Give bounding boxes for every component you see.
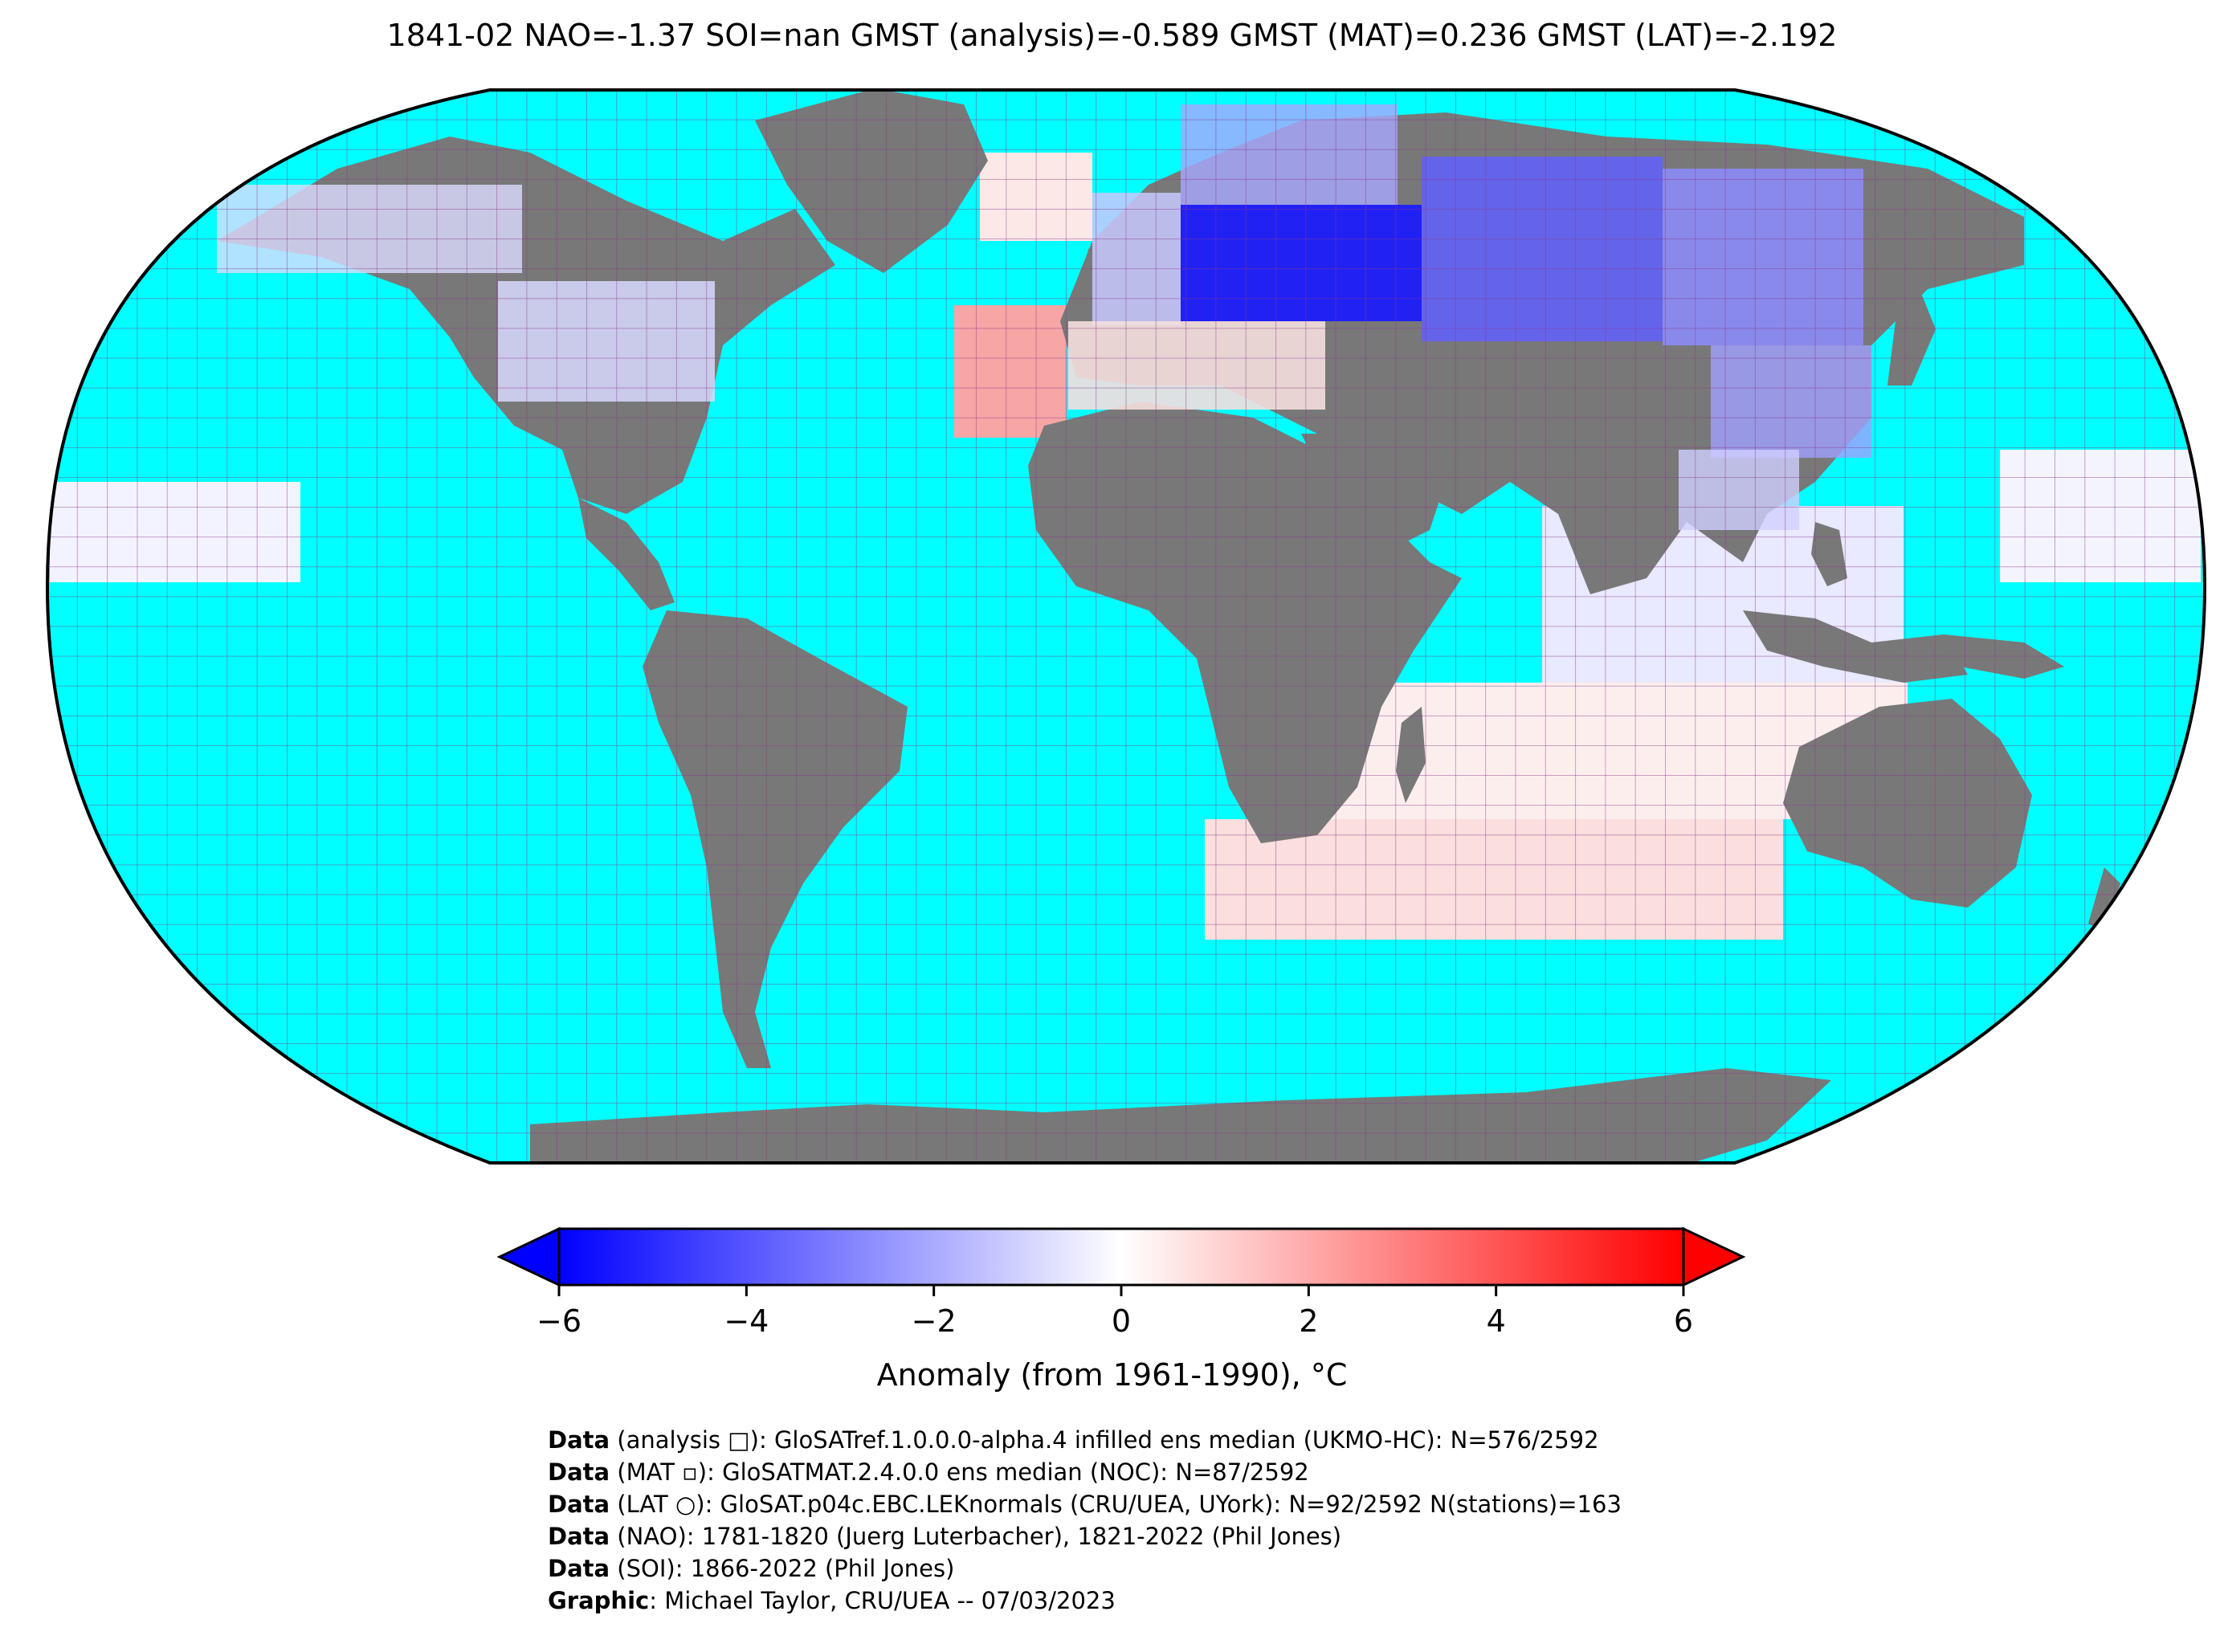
arabia xyxy=(1301,434,1446,554)
madagascar xyxy=(1396,707,1426,803)
credit-text: (LAT ○): GloSAT.p04c.EBC.LEKnormals (CRU… xyxy=(610,1491,1622,1518)
credit-line: Data (SOI): 1866-2022 (Phil Jones) xyxy=(548,1552,1622,1585)
colorbar-label: Anomaly (from 1961-1990), °C xyxy=(876,1357,1348,1393)
credit-text: (NAO): 1781-1820 (Juerg Luterbacher), 18… xyxy=(610,1523,1342,1550)
australia xyxy=(1783,699,2032,908)
colorbar-high-extension xyxy=(1682,1226,1746,1287)
anomaly-cell xyxy=(1068,321,1325,410)
graticule xyxy=(47,90,2205,1163)
colorbar-tick-label: −6 xyxy=(537,1303,582,1339)
new-guinea xyxy=(1944,634,2064,679)
antarctica xyxy=(530,1068,1831,1163)
anomaly-cell xyxy=(1181,104,1398,205)
anomaly-cell xyxy=(50,482,300,582)
anomaly-cell xyxy=(217,185,522,273)
credit-text: (analysis □): GloSATref.1.0.0.0-alpha.4 … xyxy=(610,1426,1599,1454)
anomaly-cell xyxy=(1181,205,1422,321)
anomaly-cell xyxy=(980,153,1092,241)
credit-label: Data xyxy=(548,1523,610,1550)
anomaly-cell xyxy=(1679,450,1799,530)
land-anomaly-cells xyxy=(217,104,1871,530)
anomaly-cell xyxy=(954,305,1067,438)
central-america xyxy=(578,498,675,610)
credit-label: Data xyxy=(548,1458,610,1486)
credit-label: Data xyxy=(548,1426,610,1454)
credit-line: Data (NAO): 1781-1820 (Juerg Luterbacher… xyxy=(548,1520,1622,1552)
credits: Data (analysis □): GloSATref.1.0.0.0-alp… xyxy=(548,1424,1622,1617)
new-zealand xyxy=(2088,867,2120,932)
philippines xyxy=(1811,522,1847,586)
credit-text: (SOI): 1866-2022 (Phil Jones) xyxy=(610,1555,955,1582)
colorbar-tick-label: 4 xyxy=(1487,1303,1506,1339)
credit-text: : Michael Taylor, CRU/UEA -- 07/03/2023 xyxy=(649,1587,1116,1614)
anomaly-cell xyxy=(1092,193,1181,325)
credit-text: (MAT ▫): GloSATMAT.2.4.0.0 ens median (N… xyxy=(610,1458,1309,1486)
colorbar-gradient xyxy=(559,1229,1683,1285)
anomaly-cell xyxy=(1422,157,1663,341)
anomaly-cell xyxy=(1711,345,1871,458)
credit-line: Data (MAT ▫): GloSATMAT.2.4.0.0 ens medi… xyxy=(548,1456,1622,1488)
colorbar-tick-label: 6 xyxy=(1674,1303,1693,1339)
anomaly-cell xyxy=(1205,819,1783,940)
colorbar-tick-label: 2 xyxy=(1299,1303,1318,1339)
colorbar-tick-label: −4 xyxy=(724,1303,769,1339)
credit-label: Data xyxy=(548,1491,610,1518)
greenland xyxy=(755,90,988,273)
credit-label: Data xyxy=(548,1555,610,1582)
colorbar: −6 −4 −2 0 2 4 6 xyxy=(496,1226,1746,1339)
colorbar-low-extension xyxy=(496,1226,561,1287)
anomaly-cell xyxy=(1663,169,1863,345)
anomaly-cell xyxy=(498,281,715,402)
indonesia xyxy=(1743,610,1968,683)
globe-body xyxy=(47,90,2205,1163)
credit-line: Graphic: Michael Taylor, CRU/UEA -- 07/0… xyxy=(548,1585,1622,1617)
credit-line: Data (analysis □): GloSATref.1.0.0.0-alp… xyxy=(548,1424,1622,1456)
colorbar-tick-label: −2 xyxy=(912,1303,957,1339)
globe-outline xyxy=(45,88,2207,1165)
japan xyxy=(1887,289,1936,385)
map-title: 1841-02 NAO=-1.37 SOI=nan GMST (analysis… xyxy=(386,18,1838,53)
colorbar-tick-label: 0 xyxy=(1112,1303,1131,1339)
credit-label: Graphic xyxy=(548,1587,650,1614)
credit-line: Data (LAT ○): GloSAT.p04c.EBC.LEKnormals… xyxy=(548,1488,1622,1520)
anomaly-cells xyxy=(50,153,2201,940)
anomaly-cell xyxy=(2000,450,2201,582)
south-america xyxy=(643,610,908,1068)
